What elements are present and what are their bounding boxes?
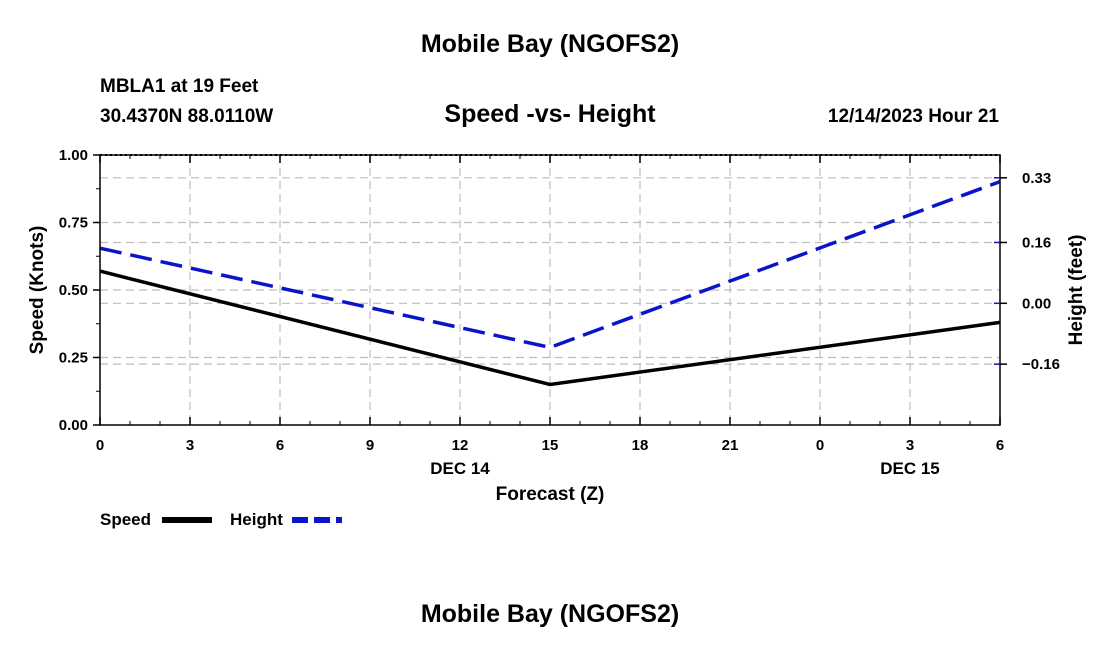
y-axis-label: Speed (Knots) xyxy=(27,226,48,355)
x-tick-label: 6 xyxy=(276,437,284,454)
x-tick-label: 12 xyxy=(452,437,469,454)
date-label: DEC 14 xyxy=(430,459,490,478)
y2-tick-label: −0.16 xyxy=(1022,356,1060,373)
x-tick-label: 3 xyxy=(906,437,914,454)
station-coordinates: 30.4370N 88.0110W xyxy=(100,106,274,127)
date-label: DEC 15 xyxy=(880,459,940,478)
chart-subtitle: Speed -vs- Height xyxy=(444,100,656,128)
y-tick-label: 0.75 xyxy=(59,215,88,232)
y-tick-label: 1.00 xyxy=(59,147,88,164)
tick-labels: 0 3 6 9 12 15 18 21 0 3 6 DEC 14 DEC 15 0.00 0.25 0.50 0… xyxy=(59,147,1060,478)
x-tick-label: 9 xyxy=(366,437,374,454)
chart-legend: Speed Height xyxy=(100,510,342,529)
x-tick-label: 0 xyxy=(816,437,824,454)
x-axis-label: Forecast (Z) xyxy=(496,484,605,505)
station-label: MBLA1 at 19 Feet xyxy=(100,76,259,97)
y-tick-label: 0.25 xyxy=(59,350,88,367)
y2-tick-label: 0.00 xyxy=(1022,295,1051,312)
x-tick-label: 0 xyxy=(96,437,104,454)
x-tick-label: 6 xyxy=(996,437,1004,454)
y2-axis-label: Height (feet) xyxy=(1066,235,1087,346)
data-series xyxy=(99,179,1001,387)
chart-main-title: Mobile Bay (NGOFS2) xyxy=(420,30,680,58)
legend-label-speed: Speed xyxy=(100,510,151,529)
series-line-height xyxy=(99,179,1001,350)
chart-axes xyxy=(93,154,1007,426)
legend-label-height: Height xyxy=(230,510,283,529)
y-tick-label: 0.50 xyxy=(59,282,88,299)
y-tick-label: 0.00 xyxy=(59,417,88,434)
forecast-timestamp: 12/14/2023 Hour 21 xyxy=(827,106,999,127)
y2-tick-label: 0.16 xyxy=(1022,234,1051,251)
grid-lines xyxy=(100,154,1000,425)
x-tick-label: 15 xyxy=(542,437,559,454)
series-line-speed xyxy=(99,269,1001,387)
x-tick-label: 21 xyxy=(722,437,739,454)
footer-chart-title: Mobile Bay (NGOFS2) xyxy=(420,600,680,628)
y2-tick-label: 0.33 xyxy=(1022,170,1051,187)
x-tick-label: 3 xyxy=(186,437,194,454)
x-tick-label: 18 xyxy=(632,437,649,454)
